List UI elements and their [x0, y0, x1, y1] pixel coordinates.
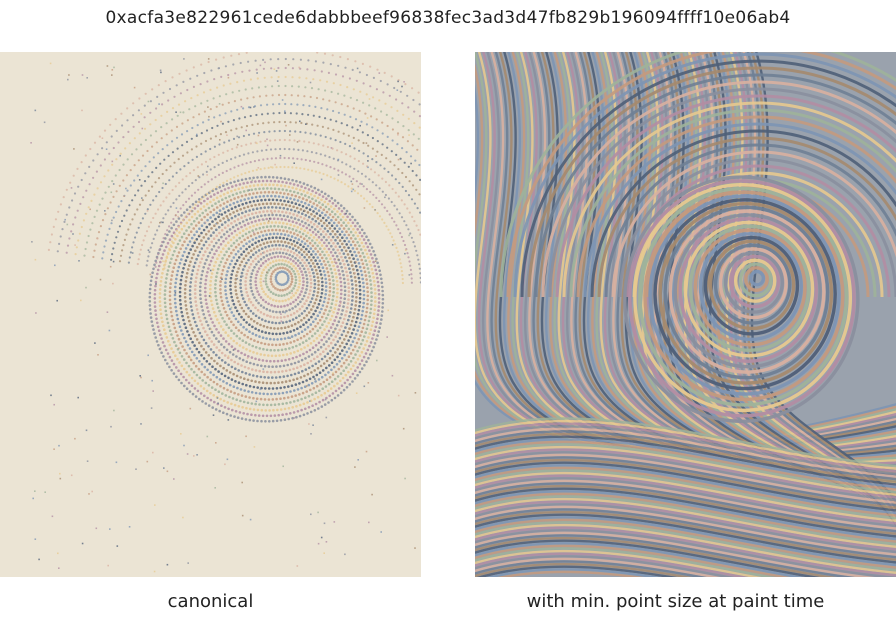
canonical-caption: canonical [167, 591, 254, 612]
min-point-size-caption: with min. point size at paint time [526, 591, 825, 612]
canonical-render-panel [0, 52, 421, 577]
min-point-size-render-panel [475, 52, 896, 577]
canonical-render-image [0, 52, 421, 577]
sparse-spiral-points [30, 52, 421, 573]
dense-flow-lines [475, 52, 896, 577]
figure-title: 0xacfa3e822961cede6dabbbeef96838fec3ad3d… [105, 8, 791, 28]
min-point-size-render-image [475, 52, 896, 577]
